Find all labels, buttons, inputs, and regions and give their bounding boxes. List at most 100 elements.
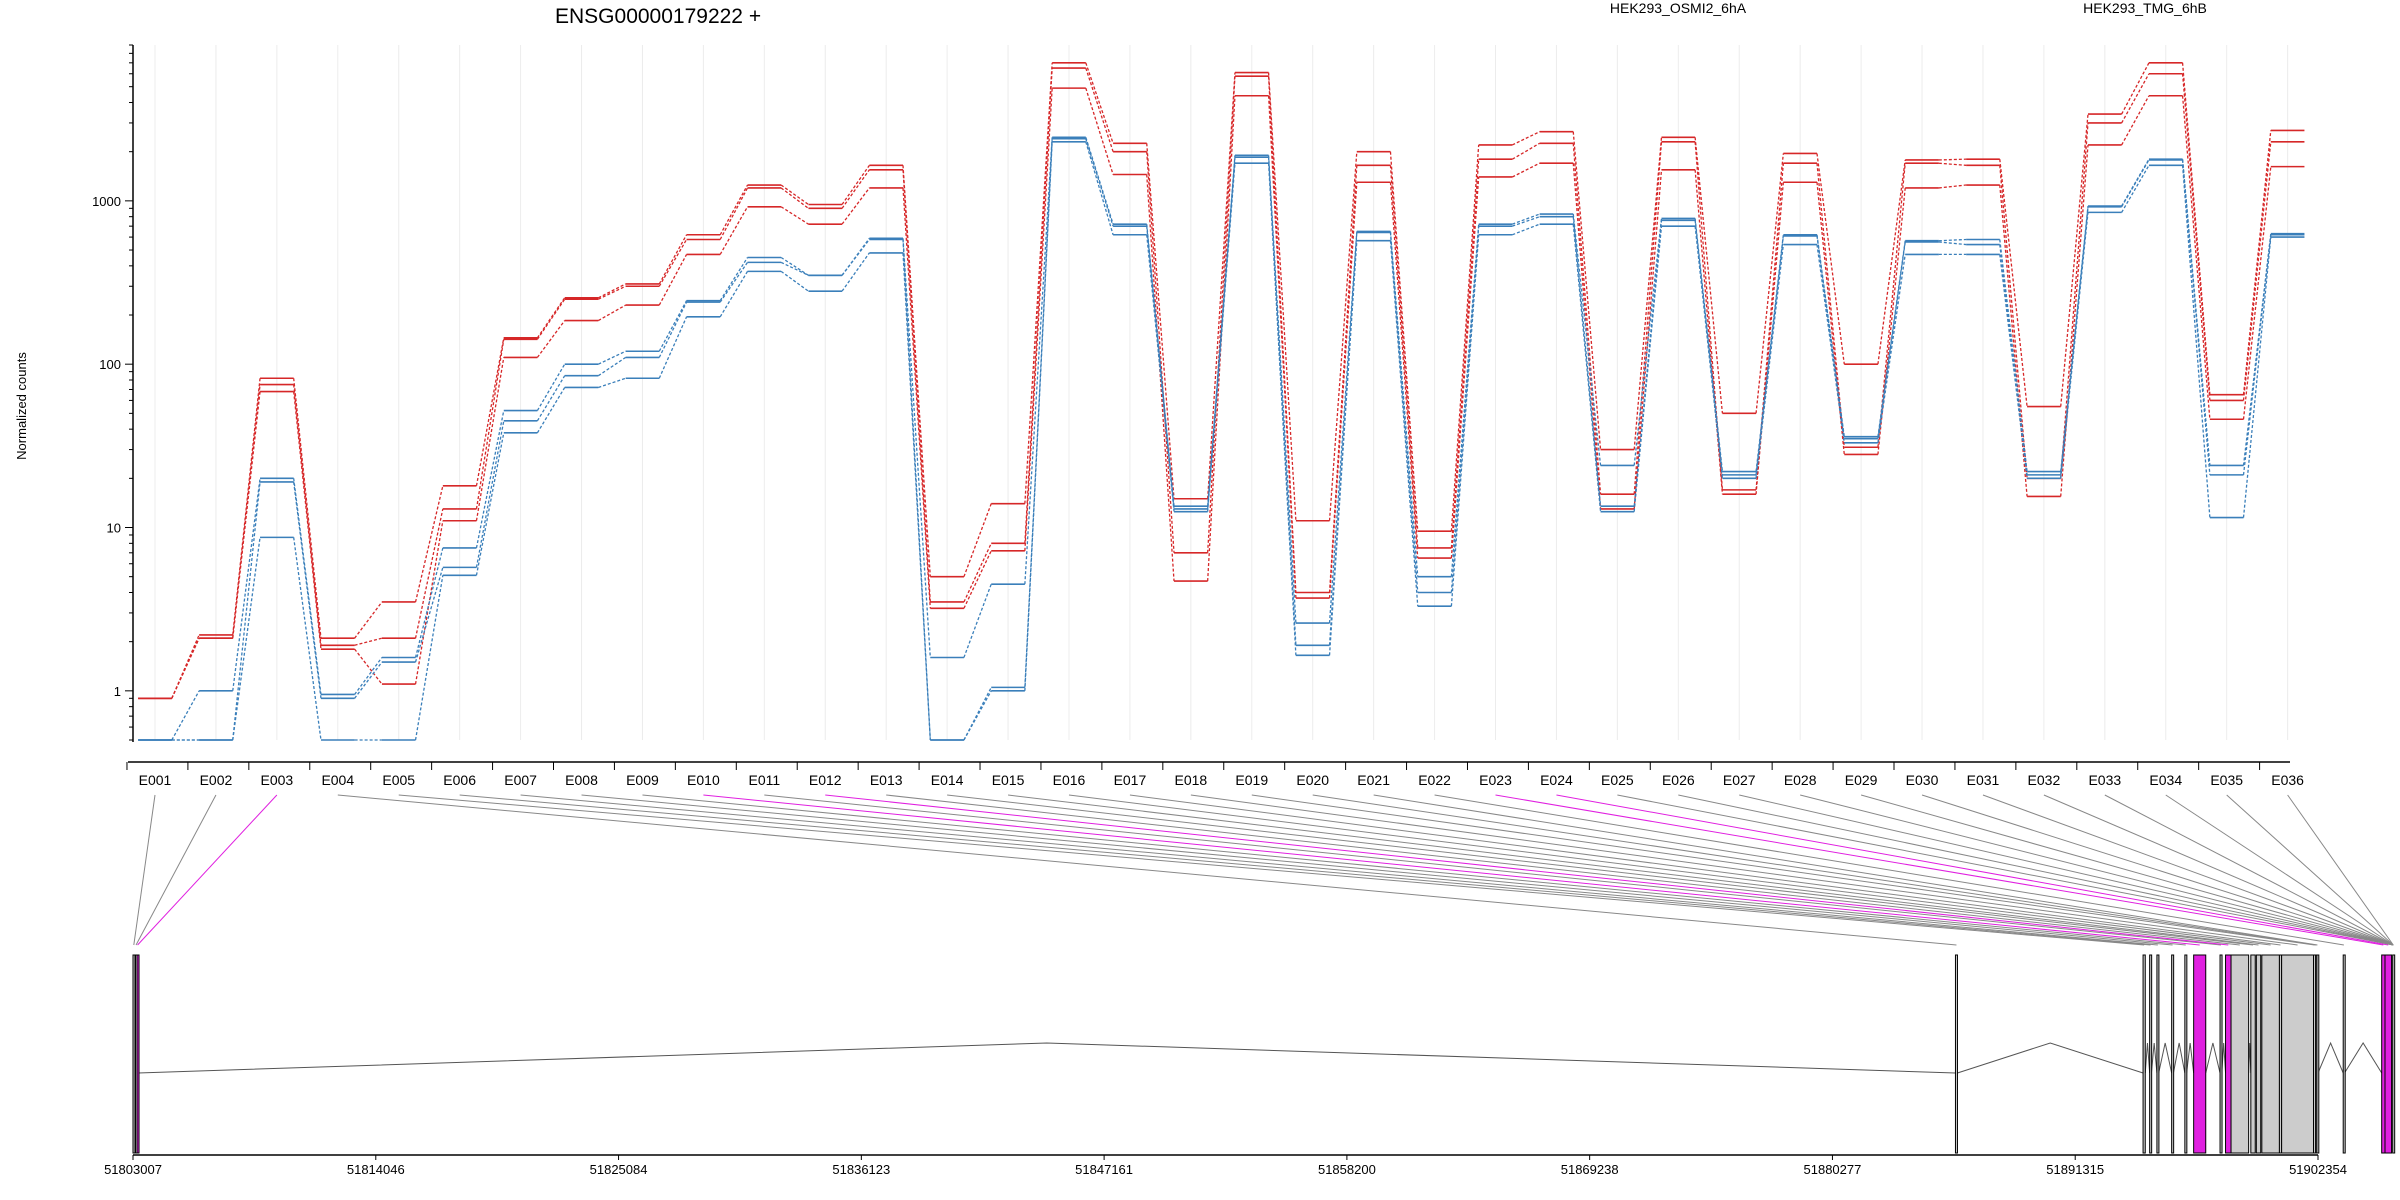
exon-connector	[133, 794, 156, 946]
exon-label-E023: E023	[1479, 772, 1512, 788]
series-transition	[1267, 95, 1297, 599]
exon-label-E002: E002	[200, 772, 233, 788]
intron-line	[2344, 1042, 2383, 1074]
series-transition	[293, 378, 322, 639]
intron-line	[1957, 1042, 2144, 1074]
exon-label-E016: E016	[1053, 772, 1086, 788]
exon-label-E008: E008	[565, 772, 598, 788]
series-transition	[536, 387, 566, 434]
exon-label-E005: E005	[382, 772, 415, 788]
exon-connector	[2226, 794, 2394, 946]
exon-label-E034: E034	[2149, 772, 2182, 788]
series-1-osmi	[138, 67, 2305, 700]
chart-title: ENSG00000179222 +	[555, 5, 761, 28]
series-transition	[293, 537, 322, 741]
series-transition	[414, 547, 444, 658]
series-transition	[536, 363, 566, 411]
series-transition	[1085, 138, 1114, 227]
gene-exon-12	[2230, 954, 2250, 1154]
series-transition	[963, 583, 992, 658]
series-transition	[475, 337, 505, 486]
series-transition	[1085, 137, 1114, 225]
exon-connector	[1129, 794, 2281, 946]
series-transition	[1389, 182, 1419, 559]
exon-label-E035: E035	[2210, 772, 2243, 788]
exon-connector	[137, 794, 278, 946]
series-transition	[1450, 159, 1480, 548]
series-transition	[1877, 241, 1906, 439]
intron-line	[2172, 1042, 2186, 1074]
series-transition	[414, 567, 444, 663]
exon-connector	[1800, 794, 2394, 946]
series-transition	[536, 298, 566, 340]
exon-label-E036: E036	[2271, 772, 2304, 788]
gene-exon-13	[2250, 954, 2256, 1154]
series-transition	[1877, 187, 1906, 455]
series-transition	[902, 169, 931, 603]
series-transition	[2242, 141, 2272, 401]
gene-exon-9	[2193, 954, 2207, 1154]
y-tick-label: 100	[99, 357, 121, 372]
series-transition	[1328, 151, 1358, 521]
gene-exon-7	[2171, 954, 2175, 1154]
series-transition	[1816, 235, 1845, 439]
exon-connector	[1190, 794, 2298, 946]
series-transition	[597, 356, 627, 377]
series-transition	[1389, 232, 1419, 593]
series-transition	[2060, 212, 2089, 479]
series-transition	[293, 391, 322, 650]
series-transition	[1389, 240, 1419, 607]
intron-line	[138, 1042, 1956, 1074]
series-transition	[1207, 76, 1236, 553]
exon-label-E028: E028	[1784, 772, 1817, 788]
exon-connector	[886, 794, 2240, 946]
series-transition	[1450, 224, 1480, 577]
series-transition	[475, 410, 505, 549]
series-transition	[1633, 218, 1663, 466]
genome-tick-label: 51803007	[104, 1162, 162, 1177]
series-transition	[1267, 76, 1297, 593]
series-transition	[1450, 226, 1480, 593]
series-transition	[902, 238, 931, 658]
series-transition	[232, 478, 261, 691]
series-transition	[780, 270, 809, 292]
series-transition	[1328, 182, 1358, 599]
series-transition	[1512, 162, 1540, 178]
exon-label-E006: E006	[443, 772, 476, 788]
series-transition	[2121, 73, 2150, 124]
intron-line	[2150, 1042, 2158, 1074]
series-transition	[2242, 237, 2272, 518]
series-transition	[1572, 131, 1602, 450]
series-transition	[963, 543, 992, 603]
gene-exon-4	[2142, 954, 2146, 1154]
series-transition	[293, 481, 322, 699]
exon-label-E032: E032	[2028, 772, 2061, 788]
exon-label-E010: E010	[687, 772, 720, 788]
exon-label-E003: E003	[261, 772, 294, 788]
exon-label-E024: E024	[1540, 772, 1573, 788]
series-transition	[719, 262, 749, 303]
series-transition	[841, 239, 870, 276]
exon-label-E033: E033	[2088, 772, 2121, 788]
gene-exon-10	[2219, 954, 2223, 1154]
exon-connector	[703, 794, 2200, 946]
series-transition	[1512, 213, 1540, 225]
series-transition	[963, 503, 992, 577]
exon-label-E018: E018	[1174, 772, 1207, 788]
series-transition	[780, 187, 809, 209]
series-transition	[1694, 137, 1724, 414]
series-transition	[232, 378, 261, 635]
series-transition	[598, 377, 626, 389]
series-transition	[1024, 68, 1053, 544]
gene-exon-17	[2281, 954, 2315, 1154]
axes: 1 10 100 1000 E001 E002 E003 E004 E005 E006 E007 E0…	[92, 44, 2304, 788]
series-transition	[780, 184, 809, 206]
exon-connector	[1739, 794, 2394, 946]
legend-entry-osmi: HEK293_OSMI2_6hA	[1610, 0, 1747, 16]
exon-connector	[1251, 794, 2315, 946]
intron-line	[2186, 1042, 2195, 1074]
series-transition	[1755, 235, 1784, 475]
exon-connector	[459, 794, 2151, 946]
gene-exon-11	[2225, 954, 2232, 1154]
